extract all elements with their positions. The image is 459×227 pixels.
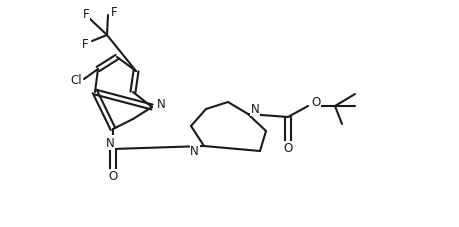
Text: N: N <box>157 98 166 111</box>
Text: O: O <box>283 142 293 155</box>
Text: N: N <box>251 103 260 116</box>
Text: F: F <box>82 37 88 50</box>
Text: O: O <box>311 95 320 108</box>
Text: N: N <box>106 136 114 149</box>
Text: O: O <box>108 170 118 183</box>
Text: F: F <box>83 7 90 20</box>
Text: N: N <box>190 145 199 158</box>
Text: Cl: Cl <box>70 73 82 86</box>
Text: F: F <box>111 5 118 18</box>
